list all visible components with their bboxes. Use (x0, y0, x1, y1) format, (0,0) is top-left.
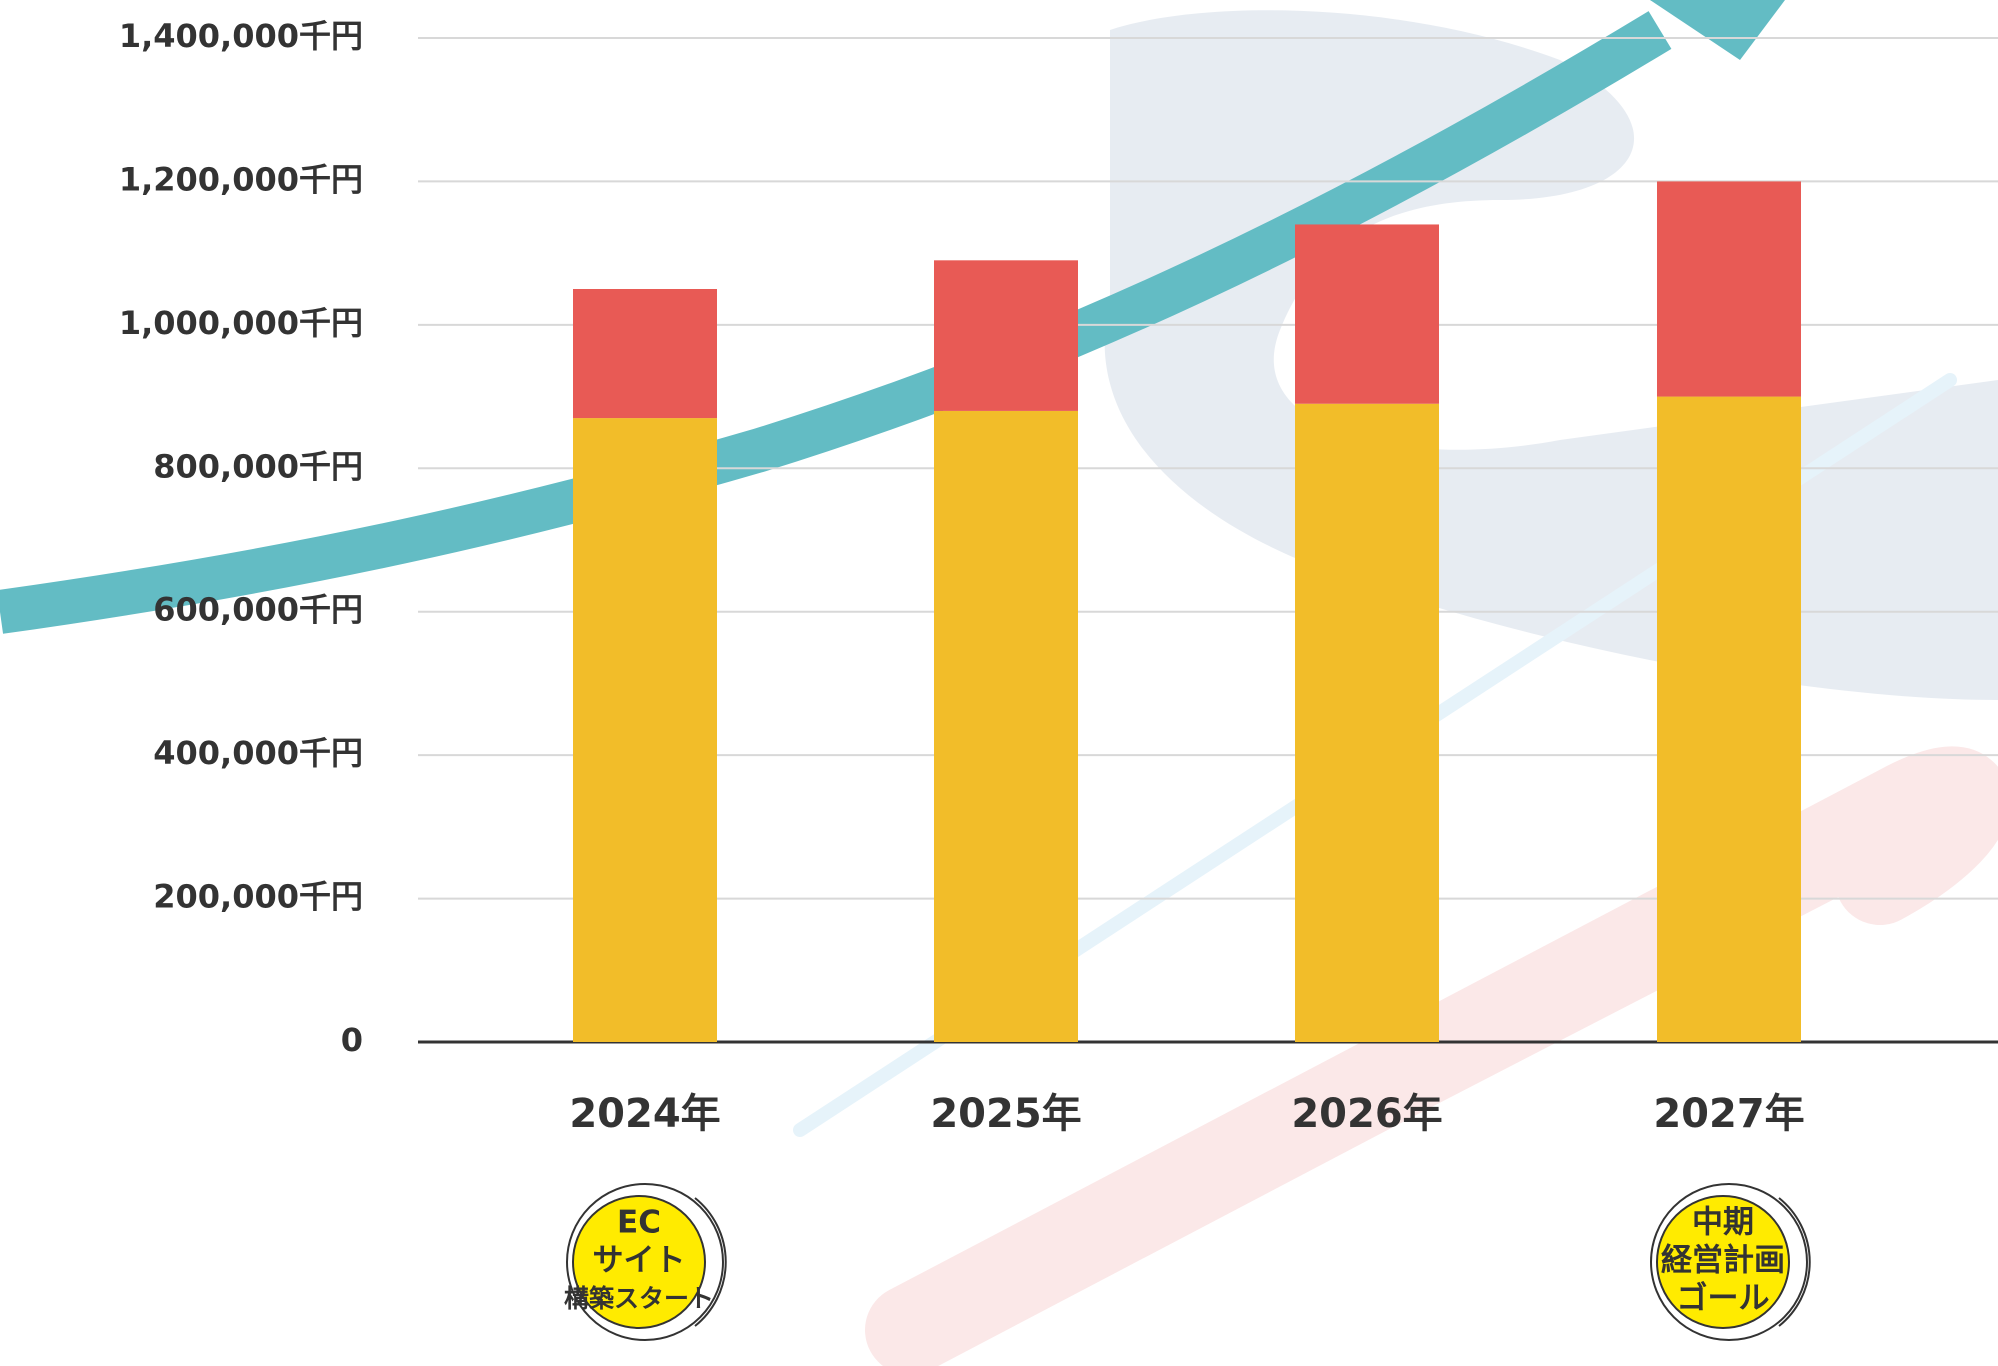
y-tick-label: 800,000千円 (153, 447, 363, 485)
bar-segment (1657, 397, 1801, 1042)
y-tick-label: 1,000,000千円 (119, 304, 363, 342)
y-tick-label: 1,400,000千円 (119, 17, 363, 55)
y-tick-label: 0 (341, 1021, 363, 1059)
badge-text: ゴール (1677, 1281, 1770, 1317)
y-tick-label: 400,000千円 (153, 734, 363, 772)
bar-segment (573, 289, 717, 418)
bar-segment (1657, 181, 1801, 396)
bar-segment (934, 411, 1078, 1042)
chart: 0 200,000千円 400,000千円 600,000千円 800,000千円 1,0… (0, 0, 1998, 1366)
y-tick-label: 600,000千円 (153, 591, 363, 629)
y-tick-label: 1,200,000千円 (119, 160, 363, 198)
badge-text: サイト (593, 1243, 686, 1279)
bar-segment (1295, 404, 1439, 1042)
badge-text: EC (617, 1205, 661, 1241)
bar-segment (934, 260, 1078, 411)
x-tick-label: 2027年 (1653, 1091, 1804, 1137)
bar-segment (1295, 224, 1439, 403)
x-tick-label: 2025年 (930, 1091, 1081, 1137)
badge-text: 構築スタート (564, 1284, 714, 1313)
bar-segment (573, 418, 717, 1042)
x-tick-label: 2024年 (569, 1091, 720, 1137)
y-tick-label: 200,000千円 (153, 878, 363, 916)
x-tick-label: 2026年 (1291, 1091, 1442, 1137)
badge-text: 経営計画 (1661, 1243, 1785, 1279)
badge-text: 中期 (1692, 1205, 1754, 1241)
